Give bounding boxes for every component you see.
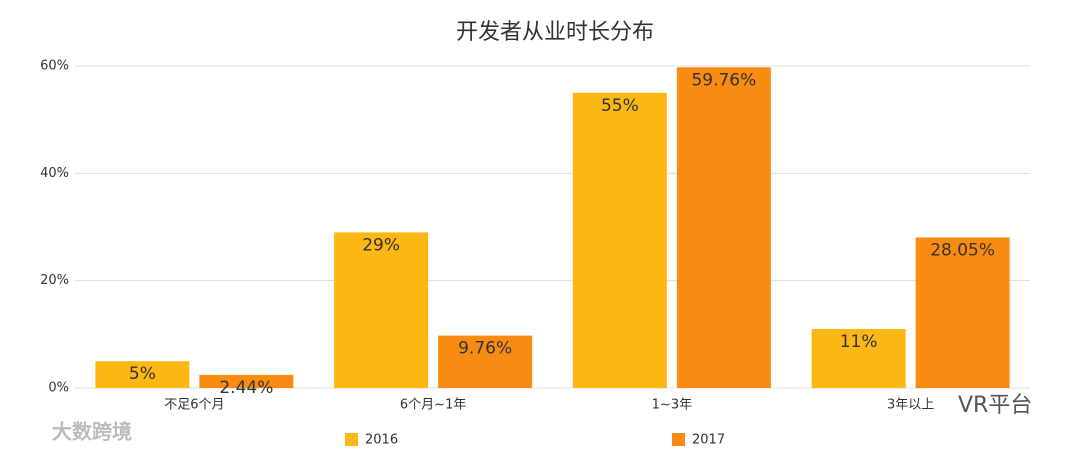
bar [438,335,533,388]
legend-label: 2016 [365,433,398,448]
value-label: 9.76% [458,339,512,359]
x-tick-label: 6个月~1年 [400,398,466,413]
value-label: 11% [840,332,878,352]
value-label: 28.05% [930,240,995,260]
value-label: 55% [601,96,639,116]
watermark: VR平台 [958,393,1032,418]
legend-swatch [345,433,358,446]
value-label: 5% [129,364,156,384]
y-tick-label: 20% [40,273,69,288]
chart-title: 开发者从业时长分布 [456,20,654,45]
bar [334,232,429,388]
bar [811,328,906,388]
bar [676,67,771,389]
bar [915,237,1010,388]
bar [572,92,667,388]
bar [199,374,294,388]
value-label: 2.44% [219,378,273,398]
y-tick-label: 60% [40,59,69,74]
watermark: 大数跨境 [52,420,132,444]
bar [95,361,190,388]
x-tick-label: 3年以上 [887,398,934,413]
y-tick-label: 0% [48,381,69,396]
x-tick-label: 不足6个月 [164,398,224,413]
value-label: 29% [362,235,400,255]
legend-label: 2017 [692,433,725,448]
legend-swatch [672,433,685,446]
x-tick-label: 1~3年 [652,398,692,413]
y-tick-label: 40% [40,166,69,181]
value-label: 59.76% [691,70,756,90]
